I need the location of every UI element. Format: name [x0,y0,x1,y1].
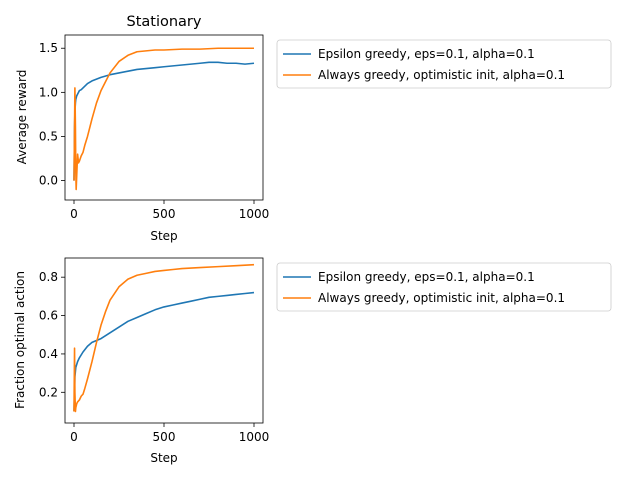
series-line-1 [73,61,255,181]
plot-title: Stationary [127,14,202,30]
ticks-layer: 0 500 1000 0.2 0.4 0.6 0.8 [39,270,269,444]
series-layer [73,263,255,413]
x-tick-label: 1000 [239,430,270,444]
legend: Epsilon greedy, eps=0.1, alpha=0.1 Alway… [276,262,612,312]
x-tick-label: 0 [70,430,78,444]
x-tick-label: 1000 [239,207,270,221]
legend-label-series2: Always greedy, optimistic init, alpha=0.… [318,291,565,305]
axes-frame [64,257,264,424]
ticks-layer: 0 500 1000 0.0 0.5 1.0 1.5 [39,41,269,221]
y-tick-label: 0.4 [39,347,58,361]
y-tick-label: 1.5 [39,41,58,55]
y-tick-label: 0.5 [39,129,58,143]
x-tick-label: 500 [153,430,176,444]
x-tick-label: 500 [153,207,176,221]
y-tick-label: 1.0 [39,85,58,99]
plot-average-reward: Stationary 0 500 1000 0.0 0.5 1.0 1.5 Step Ave… [15,14,612,243]
y-tick-label: 0.0 [39,174,58,188]
x-tick-label: 0 [70,207,78,221]
y-tick-label: 0.8 [39,270,58,284]
series-line-1 [73,291,255,412]
series-line-2 [73,47,254,191]
legend-label-series2: Always greedy, optimistic init, alpha=0.… [318,68,565,82]
plot-fraction-optimal: 0 500 1000 0.2 0.4 0.6 0.8 Step Fraction optim… [13,257,612,465]
legend-label-series1: Epsilon greedy, eps=0.1, alpha=0.1 [318,47,535,61]
y-tick-label: 0.2 [39,385,58,399]
y-tick-label: 0.6 [39,309,58,323]
legend-box [276,39,612,89]
legend-box [276,262,612,312]
x-axis-label: Step [150,229,177,243]
y-axis-label: Fraction optimal action [13,271,27,409]
legend-label-series1: Epsilon greedy, eps=0.1, alpha=0.1 [318,270,535,284]
axes-frame [64,34,264,201]
series-layer [73,47,255,191]
series-line-2 [73,263,255,413]
y-axis-label: Average reward [15,70,29,165]
legend: Epsilon greedy, eps=0.1, alpha=0.1 Alway… [276,39,612,89]
x-axis-label: Step [150,451,177,465]
